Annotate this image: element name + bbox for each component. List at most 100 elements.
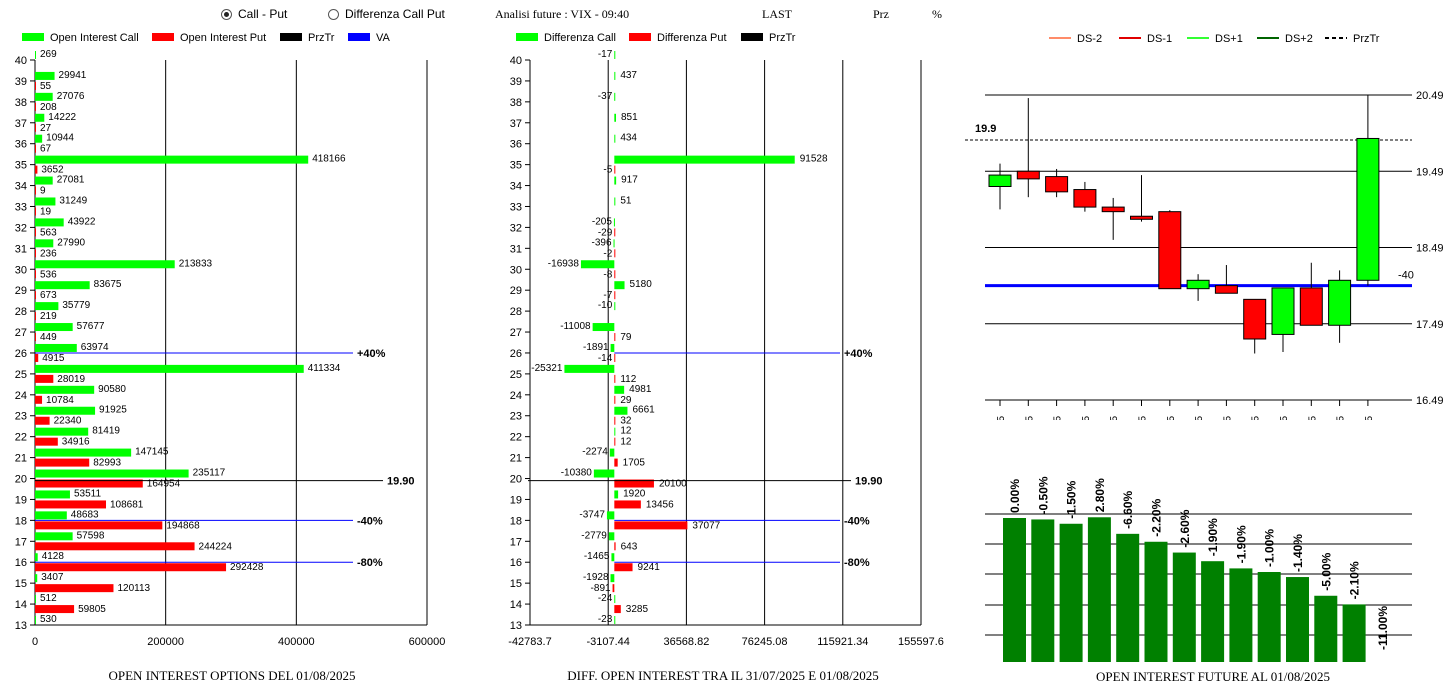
diff-call-bar (593, 469, 615, 478)
diff-call-bar (564, 364, 615, 373)
x-tick-label: 200000 (147, 636, 184, 648)
diff-put-bar (614, 249, 616, 258)
y-tick-label: 36 (510, 139, 522, 151)
diff-put-bar (614, 270, 616, 279)
radio-selected-icon[interactable] (221, 8, 232, 20)
diff-call-value-label: -1891 (583, 342, 609, 353)
y-tick-label: 22 (15, 432, 27, 444)
put-value-label: 673 (40, 290, 57, 301)
future-oi-label: -1.90% (1234, 525, 1248, 563)
va-label: -40 (1398, 270, 1414, 282)
future-oi-label: 0.00% (1008, 479, 1022, 513)
diff-call-value-label: -16938 (548, 258, 580, 269)
radio-unselected-icon[interactable] (328, 8, 339, 20)
put-value-label: 120113 (117, 583, 150, 594)
level-label: 19.90 (387, 476, 415, 488)
radio-call-put-label: Call - Put (238, 7, 288, 21)
put-bar (35, 374, 54, 383)
put-value-label: 236 (40, 248, 57, 259)
put-bar (35, 437, 58, 446)
put-bar (35, 312, 36, 321)
diff-call-bar (614, 406, 628, 415)
legend-label: VA (376, 32, 391, 44)
diff-put-bar (614, 228, 616, 237)
diff-call-bar (613, 239, 615, 248)
diff-put-value-label: 79 (620, 332, 632, 343)
diff-call-value-label: -2779 (581, 530, 607, 541)
candle-body (1158, 211, 1182, 290)
level-label: -40% (357, 515, 383, 527)
call-value-label: 10944 (46, 133, 74, 144)
pct-label: % (932, 7, 942, 21)
put-bar (35, 291, 36, 300)
future-oi-label: -1.50% (1065, 480, 1079, 518)
x-tick-label: 0 (32, 636, 38, 648)
call-bar (35, 343, 77, 352)
diff-call-value-label: 434 (620, 133, 637, 144)
y-tick-label: 18 (15, 515, 27, 527)
diff-call-bar (606, 511, 615, 520)
future-oi-bar (1031, 519, 1055, 662)
y-tick-label: 18 (510, 515, 522, 527)
diff-put-bar (614, 165, 616, 174)
diff-call-value-label: 91528 (800, 154, 828, 165)
future-oi-label: -1.90% (1206, 518, 1220, 556)
future-oi-bar (1172, 552, 1196, 662)
candle-body (1045, 176, 1069, 193)
call-bar (35, 113, 45, 122)
y-tick-label: 30 (510, 264, 522, 276)
diff-call-value-label: -2274 (582, 447, 608, 458)
analysis-title: Analisi future : VIX - 09:40 (495, 7, 630, 21)
diff-call-value-label: 5180 (630, 279, 653, 290)
y-tick-label: 24 (510, 390, 522, 402)
put-value-label: 27 (40, 123, 52, 134)
call-value-label: 81419 (92, 426, 120, 437)
call-value-label: 27081 (57, 175, 85, 186)
y-tick-label: 25 (510, 369, 522, 381)
diff-put-bar (612, 584, 615, 593)
diff-call-value-label: -10 (598, 300, 613, 311)
call-bar (35, 385, 95, 394)
x-tick-label: 23/07/2025 (1166, 416, 1177, 420)
put-bar (35, 395, 43, 404)
call-value-label: 27990 (57, 237, 85, 248)
legend-label: DS-1 (1147, 33, 1172, 45)
call-bar (35, 323, 73, 332)
y-tick-label: 32 (15, 222, 27, 234)
call-value-label: 3407 (41, 572, 64, 583)
x-tick-label: -3107.44 (586, 636, 629, 648)
put-bar (35, 605, 75, 614)
diff-call-value-label: 4981 (629, 384, 652, 395)
diff-put-value-label: -2 (603, 248, 612, 259)
call-value-label: 418166 (312, 154, 346, 165)
y-tick-label: 37 (510, 118, 522, 130)
diff-call-bar (580, 260, 615, 269)
diff-put-bar (614, 521, 688, 530)
call-value-label: 53511 (74, 488, 102, 499)
diff-call-value-label: -24 (598, 593, 613, 604)
radio-diff-call-put[interactable]: Differenza Call Put (328, 7, 445, 21)
put-value-label: 108681 (110, 499, 144, 510)
y-tick-label: 25 (15, 369, 27, 381)
y-tick-label: 35 (510, 160, 522, 172)
prztr-label: 19.9 (975, 123, 996, 135)
diff-call-value-label: -11008 (560, 321, 591, 332)
y-tick-label: 23 (510, 411, 522, 423)
diff-put-value-label: 29 (620, 395, 632, 406)
chart-title: DIFF. OPEN INTEREST TRA IL 31/07/2025 E … (567, 668, 878, 683)
candle-body (1299, 287, 1323, 326)
x-tick-label: 17/07/2025 (1053, 416, 1064, 420)
put-bar (35, 81, 36, 90)
diff-put-value-label: -7 (603, 290, 612, 301)
diff-call-value-label: -37 (598, 91, 613, 102)
put-value-label: 19 (40, 206, 52, 217)
call-bar (35, 406, 96, 415)
candle-body (1271, 287, 1295, 335)
diff-call-bar (614, 281, 625, 290)
y-tick-label: 19 (15, 494, 27, 506)
legend-swatch (516, 33, 538, 41)
legend-label: PrzTr (1353, 33, 1380, 45)
put-value-label: 244224 (199, 541, 233, 552)
radio-call-put[interactable]: Call - Put (221, 7, 287, 21)
y-tick-label: 26 (15, 348, 27, 360)
